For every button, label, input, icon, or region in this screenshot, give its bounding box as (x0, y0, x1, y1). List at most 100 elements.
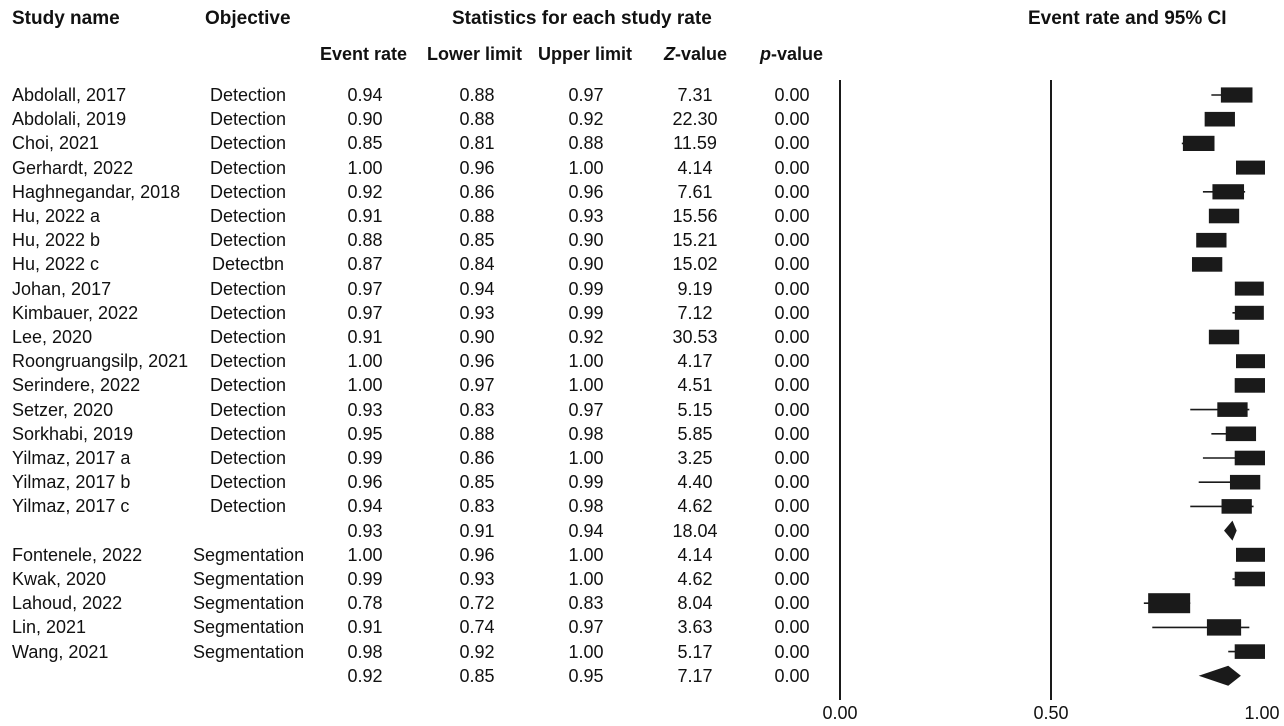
upper-limit-cell: 0.98 (568, 496, 604, 517)
header-forest-title: Event rate and 95% CI (1028, 8, 1227, 29)
event-rate-cell: 0.94 (347, 496, 383, 517)
study-name-cell: Lahoud, 2022 (12, 593, 123, 614)
study-name-cell: Abdolali, 2019 (12, 109, 127, 130)
lower-limit-cell: 0.97 (459, 375, 495, 396)
event-rate-cell: 0.95 (347, 423, 383, 444)
event-rate-cell: 0.78 (347, 593, 383, 614)
objective-cell: Detection (209, 496, 287, 517)
event-rate-cell: 0.87 (347, 254, 383, 275)
z-value-cell: 15.21 (672, 230, 718, 251)
event-rate-cell: 0.92 (347, 665, 383, 686)
lower-limit-cell: 0.88 (459, 85, 495, 105)
z-value-cell: 7.31 (677, 85, 713, 105)
objective-cell: Detection (209, 181, 287, 202)
pooled-estimate-diamond (1224, 520, 1237, 541)
objective-cell: Detection (209, 472, 287, 493)
upper-limit-cell: 0.90 (568, 254, 604, 275)
event-rate-cell: 0.97 (347, 302, 383, 323)
z-value-cell: 7.17 (677, 665, 713, 686)
upper-limit-cell: 0.97 (568, 85, 604, 105)
event-rate-cell: 0.97 (347, 278, 383, 299)
z-value-cell: 9.19 (677, 278, 713, 299)
upper-limit-cell: 1.00 (568, 157, 604, 178)
study-name-cell: Kwak, 2020 (12, 569, 107, 589)
study-name-cell: Lin, 2021 (12, 617, 87, 638)
event-rate-cell: 1.00 (347, 157, 383, 178)
event-rate-cell: 0.88 (347, 230, 383, 251)
upper-limit-cell: 0.92 (568, 327, 604, 347)
header-lower-limit: Lower limit (427, 44, 523, 64)
p-value-cell: 0.00 (774, 109, 810, 130)
point-estimate-box (1234, 571, 1265, 587)
header-z-prefix: Z (664, 44, 675, 64)
p-value-cell: 0.00 (774, 230, 810, 251)
study-name-cell: Yilmaz, 2017 c (12, 496, 130, 517)
point-estimate-box (1208, 329, 1240, 345)
p-value-cell: 0.00 (774, 665, 810, 686)
event-rate-cell: 0.93 (347, 520, 383, 541)
point-estimate-box (1236, 547, 1265, 562)
x-tick-label: 0.00 (822, 703, 858, 723)
z-value-cell: 5.15 (677, 399, 713, 420)
point-estimate-box (1236, 354, 1265, 369)
z-value-cell: 15.02 (672, 254, 718, 275)
study-name-cell: Wang, 2021 (12, 641, 109, 662)
z-value-cell: 7.12 (677, 302, 713, 323)
point-estimate-box (1208, 208, 1240, 224)
z-value-cell: 4.62 (677, 569, 713, 589)
header-study-name: Study name (12, 8, 120, 29)
study-name-cell: Hu, 2022 b (12, 230, 101, 251)
event-rate-cell: 0.92 (347, 181, 383, 202)
point-estimate-box (1206, 619, 1242, 636)
lower-limit-cell: 0.88 (459, 206, 495, 226)
objective-cell: Detection (209, 399, 287, 420)
upper-limit-cell: 1.00 (568, 375, 604, 396)
lower-limit-cell: 0.85 (459, 665, 495, 686)
objective-cell: Detection (209, 85, 287, 105)
event-rate-cell: 0.99 (347, 569, 383, 589)
z-value-cell: 4.40 (677, 472, 713, 493)
objective-cell: Detectbn (211, 254, 285, 275)
z-value-cell: 5.85 (677, 423, 713, 444)
upper-limit-cell: 1.00 (568, 351, 604, 372)
z-value-cell: 3.63 (677, 617, 713, 638)
point-estimate-box (1236, 160, 1265, 175)
lower-limit-cell: 0.83 (459, 399, 495, 420)
p-value-cell: 0.00 (774, 520, 810, 541)
lower-limit-cell: 0.85 (459, 230, 495, 251)
study-name-cell: Johan, 2017 (12, 278, 112, 299)
p-value-cell: 0.00 (774, 569, 810, 589)
objective-cell: Detection (209, 423, 287, 444)
upper-limit-cell: 1.00 (568, 641, 604, 662)
point-estimate-box (1234, 450, 1265, 466)
header-z-suffix: -value (675, 44, 728, 64)
point-estimate-box (1229, 474, 1261, 490)
header-p-prefix: p (760, 44, 771, 64)
z-value-cell: 4.14 (677, 157, 713, 178)
upper-limit-cell: 1.00 (568, 448, 604, 468)
upper-limit-cell: 0.97 (568, 617, 604, 638)
objective-cell: Segmentation (193, 641, 305, 662)
p-value-cell: 0.00 (774, 448, 810, 468)
p-value-cell: 0.00 (774, 278, 810, 299)
point-estimate-box (1220, 87, 1253, 103)
p-value-cell: 0.00 (774, 157, 810, 178)
upper-limit-cell: 0.92 (568, 109, 604, 130)
event-rate-cell: 1.00 (347, 544, 383, 565)
p-value-cell: 0.00 (774, 641, 810, 662)
p-value-cell: 0.00 (774, 375, 810, 396)
p-value-cell: 0.00 (774, 181, 810, 202)
objective-cell: Segmentation (193, 569, 305, 589)
p-value-cell: 0.00 (774, 254, 810, 275)
study-name-cell: Hu, 2022 c (12, 254, 100, 275)
lower-limit-cell: 0.91 (459, 520, 495, 541)
upper-limit-cell: 0.83 (568, 593, 604, 614)
header-p-value: p-value (760, 44, 823, 65)
event-rate-cell: 0.93 (347, 399, 383, 420)
p-value-cell: 0.00 (774, 302, 810, 323)
lower-limit-cell: 0.83 (459, 496, 495, 517)
upper-limit-cell: 0.95 (568, 665, 604, 686)
point-estimate-box (1204, 111, 1235, 127)
p-value-cell: 0.00 (774, 351, 810, 372)
upper-limit-cell: 0.88 (568, 133, 604, 154)
